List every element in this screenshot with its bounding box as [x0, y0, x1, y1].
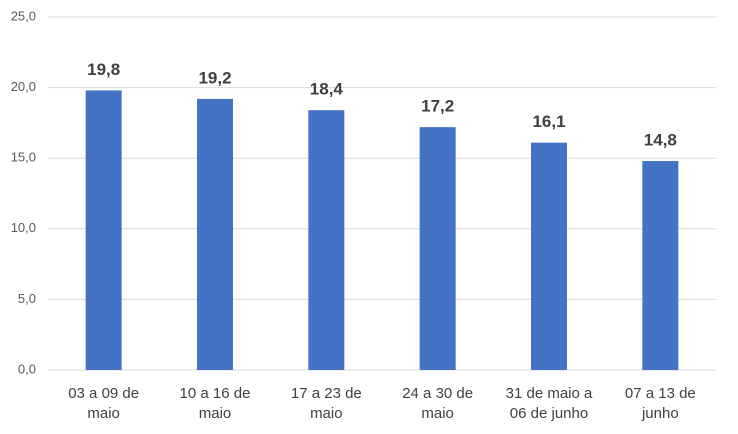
value-label: 16,1 — [532, 112, 565, 131]
x-tick-label: 10 a 16 de maio — [179, 385, 251, 422]
x-tick-label: 24 a 30 de maio — [402, 385, 474, 422]
bar — [642, 161, 679, 370]
y-tick-label: 5,0 — [18, 291, 36, 306]
bar — [308, 110, 345, 370]
value-label: 14,8 — [644, 131, 677, 150]
bar — [197, 98, 233, 371]
x-tick-label: 17 a 23 de maio — [290, 385, 362, 422]
y-tick-label: 25,0 — [11, 8, 36, 23]
y-tick-label: 10,0 — [11, 220, 36, 235]
bar — [531, 142, 567, 370]
bar — [85, 90, 122, 370]
bar — [419, 127, 456, 370]
y-tick-label: 15,0 — [11, 150, 36, 165]
value-label: 17,2 — [421, 97, 454, 116]
value-label: 19,2 — [198, 68, 231, 87]
x-tick-label: 07 a 13 de junho — [624, 385, 696, 422]
x-tick-label: 31 de maio a 06 de junho — [505, 385, 593, 422]
value-label: 18,4 — [310, 80, 344, 99]
x-tick-label: 03 a 09 de maio — [68, 385, 140, 422]
y-tick-label: 20,0 — [11, 79, 36, 94]
y-tick-label: 0,0 — [18, 361, 36, 376]
value-label: 19,8 — [87, 60, 120, 79]
